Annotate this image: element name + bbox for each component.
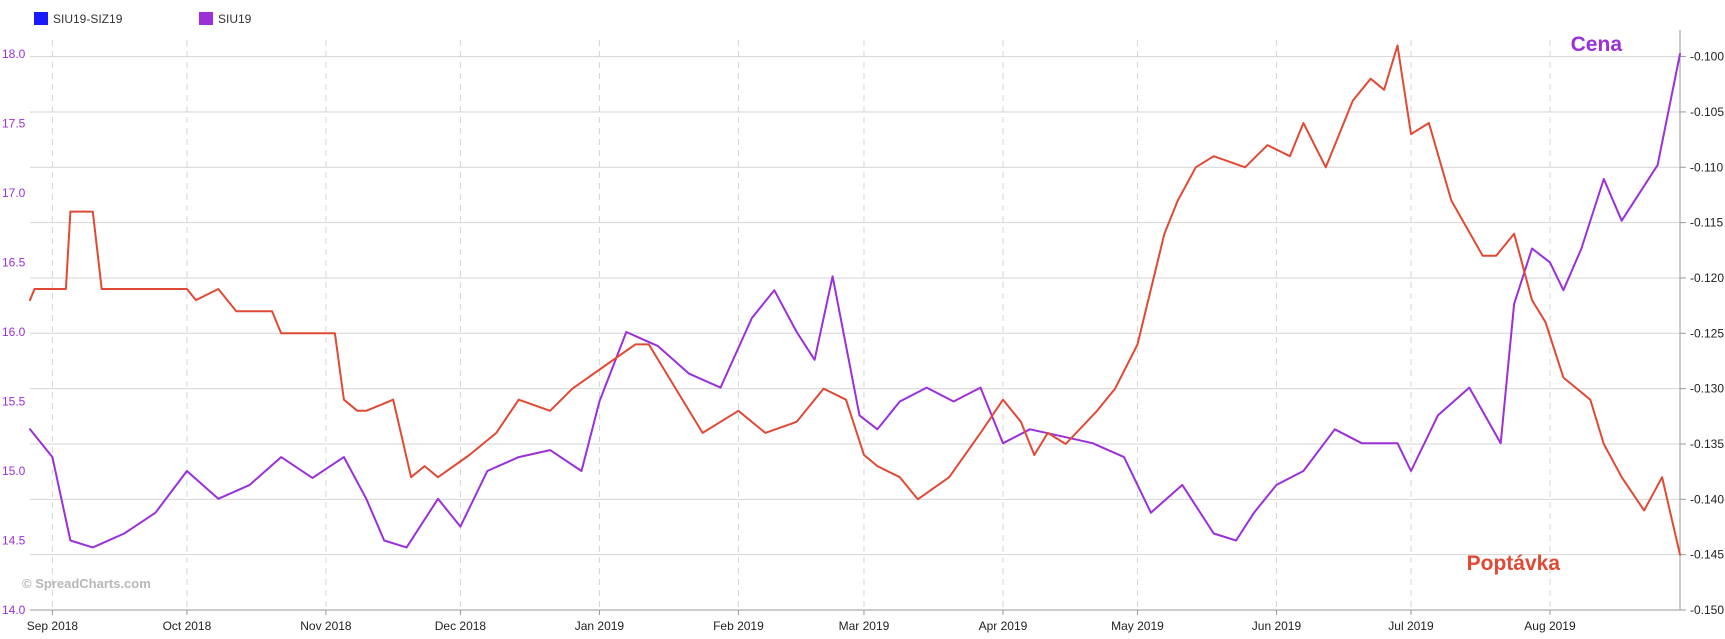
x-axis-tick-label: Jun 2019: [1252, 619, 1302, 633]
series-line-siu19-siz19[interactable]: [29, 44, 1681, 556]
right-axis-tick-label: -0.145: [1690, 548, 1724, 562]
right-y-axis: -0.150 -0.145 -0.140 -0.135 -0.130 -0.125 -0.1…: [1679, 30, 1724, 617]
left-y-axis: 14.0 14.5 15.0 15.5 16.0 16.5 17.0 17.5 18.0: [2, 47, 26, 617]
legend[interactable]: SIU19-SIZ19 SIU19: [34, 12, 252, 26]
right-axis-tick-label: -0.125: [1690, 326, 1724, 340]
right-axis-tick-label: -0.105: [1690, 105, 1724, 119]
annotation-poptavka: Poptávka: [1467, 552, 1561, 575]
x-axis-tick-label: Nov 2018: [300, 619, 352, 633]
left-axis-tick-label: 17.0: [2, 186, 26, 200]
right-axis-tick-label: -0.150: [1690, 603, 1724, 617]
left-axis-tick-label: 14.0: [2, 603, 26, 617]
watermark: © SpreadCharts.com: [22, 576, 151, 591]
right-axis-tick-label: -0.130: [1690, 382, 1724, 396]
legend-label-siu19-siz19[interactable]: SIU19-SIZ19: [53, 12, 123, 26]
x-axis-tick-label: Feb 2019: [713, 619, 764, 633]
x-axis-tick-label: Mar 2019: [839, 619, 890, 633]
vertical-gridlines: [51, 40, 1551, 610]
left-axis-tick-label: 15.5: [2, 394, 26, 408]
right-axis-tick-label: -0.120: [1690, 271, 1724, 285]
x-axis: Sep 2018 Oct 2018 Nov 2018 Dec 2018 Jan 2019…: [27, 609, 1680, 633]
right-axis-tick-label: -0.100: [1690, 50, 1724, 64]
left-axis-tick-label: 18.0: [2, 47, 26, 61]
left-axis-tick-label: 14.5: [2, 533, 26, 547]
left-axis-tick-label: 17.5: [2, 116, 26, 130]
legend-swatch-siu19-siz19[interactable]: [34, 12, 48, 25]
legend-label-siu19[interactable]: SIU19: [218, 12, 252, 26]
legend-swatch-siu19[interactable]: [199, 12, 213, 25]
left-axis-tick-label: 16.0: [2, 325, 26, 339]
left-axis-tick-label: 16.5: [2, 255, 26, 269]
right-axis-tick-label: -0.135: [1690, 437, 1724, 451]
series-layer: [29, 44, 1681, 556]
x-axis-tick-label: Jul 2019: [1388, 619, 1434, 633]
annotation-cena: Cena: [1571, 33, 1623, 56]
right-axis-tick-label: -0.110: [1690, 160, 1723, 174]
left-axis-tick-label: 15.0: [2, 464, 26, 478]
x-axis-tick-label: Apr 2019: [979, 619, 1028, 633]
x-axis-tick-label: Sep 2018: [27, 619, 79, 633]
right-axis-tick-label: -0.140: [1690, 492, 1724, 506]
x-axis-tick-label: Oct 2018: [163, 619, 212, 633]
x-axis-tick-label: Dec 2018: [435, 619, 487, 633]
x-axis-tick-label: Jan 2019: [575, 619, 625, 633]
right-axis-tick-label: -0.115: [1690, 216, 1723, 230]
series-line-siu19[interactable]: [29, 52, 1681, 549]
x-axis-tick-label: Aug 2019: [1524, 619, 1576, 633]
x-axis-tick-label: May 2019: [1111, 619, 1164, 633]
